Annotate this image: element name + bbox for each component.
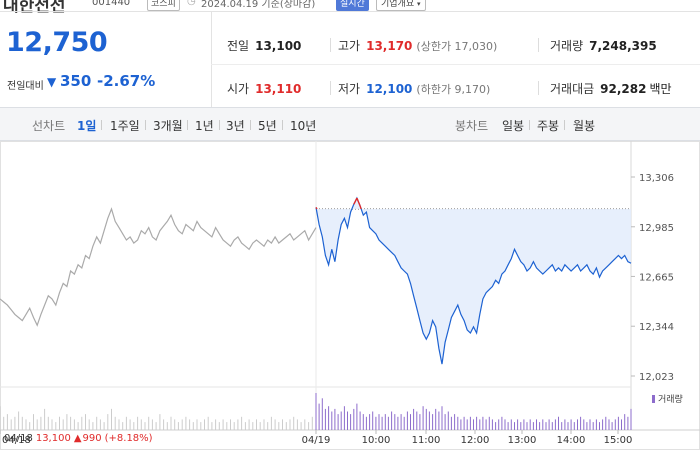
period-5y[interactable]: 5년 (258, 119, 277, 133)
stock-name: 대한전선 (3, 0, 66, 16)
summary-row-divider (211, 64, 700, 65)
toolbar-divider (145, 120, 146, 130)
prev-day-close: 13,100 (35, 433, 71, 444)
line-chart-label: 선차트 (32, 119, 66, 133)
as-of-date: 2024.04.19 기준(장마감) (201, 0, 316, 10)
realtime-button[interactable]: 실시간 (336, 0, 369, 11)
period-3m[interactable]: 3개월 (153, 119, 183, 133)
stat-divider (538, 38, 539, 52)
open-label: 시가 (227, 82, 250, 96)
volume-value: 7,248,395 (589, 39, 657, 53)
today-price-line (315, 196, 632, 365)
high-stat: 고가 13,170 (상한가 17,030) (338, 37, 497, 54)
open-stat: 시가 13,110 (227, 80, 301, 97)
amount-unit: 백만 (649, 82, 672, 96)
period-10y[interactable]: 10년 (290, 119, 317, 133)
x-tick-label: 04/19 (302, 435, 331, 446)
volume-stat: 거래량 7,248,395 (550, 37, 657, 54)
amount-stat: 거래대금 92,282 백만 (550, 80, 672, 97)
company-info-button[interactable]: 기업개요 ▾ (376, 0, 426, 11)
stat-divider (330, 38, 331, 52)
y-tick-label: 12,023 (639, 372, 674, 383)
period-3y[interactable]: 3년 (226, 119, 245, 133)
prev-close-value: 13,100 (255, 39, 302, 53)
above-reference-segment (356, 197, 361, 207)
stock-header: 대한전선 001440 코스피 ◷ 2024.04.19 기준(장마감) 실시간… (0, 0, 700, 16)
upper-limit: (상한가 17,030) (416, 40, 498, 53)
x-tick-label: 11:00 (412, 435, 441, 446)
period-1d[interactable]: 1일 (77, 119, 97, 133)
current-price: 12,750 (6, 27, 108, 58)
low-label: 저가 (338, 82, 361, 96)
change-label: 전일대비 (7, 81, 44, 92)
x-tick-label: 15:00 (604, 435, 633, 446)
volume-label: 거래량 (550, 39, 584, 53)
candle-daily[interactable]: 일봉 (502, 119, 525, 133)
chart-frame (0, 141, 700, 450)
prev-day-date: 04/18 (4, 433, 33, 444)
summary-divider (211, 11, 212, 107)
price-chart[interactable]: 13,306 12,985 12,665 12,344 12,023 04/18 04/19… (0, 141, 700, 450)
x-tick-label: 04/18 (2, 435, 31, 446)
high-value: 13,170 (366, 39, 413, 53)
prev-day-summary: 04/18 13,100 ▲990 (+8.18%) (4, 433, 153, 444)
x-tick-label: 12:00 (461, 435, 490, 446)
toolbar-divider (187, 120, 188, 130)
y-tick-label: 12,344 (639, 322, 674, 333)
toolbar-divider (101, 120, 102, 130)
stock-code: 001440 (92, 0, 131, 8)
change-value: 350 (60, 72, 92, 90)
y-tick-label: 13,306 (639, 173, 674, 184)
clock-icon: ◷ (187, 0, 196, 7)
amount-label: 거래대금 (550, 82, 595, 96)
low-value: 12,100 (366, 82, 413, 96)
low-stat: 저가 12,100 (하한가 9,170) (338, 80, 490, 97)
candle-chart-label: 봉차트 (455, 119, 489, 133)
x-tick-label: 10:00 (362, 435, 391, 446)
period-1y[interactable]: 1년 (195, 119, 214, 133)
high-label: 고가 (338, 39, 361, 53)
stat-divider (330, 81, 331, 95)
candle-monthly[interactable]: 월봉 (573, 119, 596, 133)
period-1w[interactable]: 1주일 (110, 119, 140, 133)
down-arrow-icon: ▼ (47, 75, 57, 89)
prev-day-percent: (+8.18%) (104, 433, 153, 444)
toolbar-divider (219, 120, 220, 130)
y-tick-label: 12,985 (639, 223, 674, 234)
lower-limit: (하한가 9,170) (416, 83, 491, 96)
stat-divider (538, 81, 539, 95)
open-value: 13,110 (255, 82, 302, 96)
period-toolbar: 선차트 1일 1주일 3개월 1년 3년 5년 10년 봉차트 일봉 주봉 월봉 (0, 107, 700, 141)
prev-close-label: 전일 (227, 39, 250, 53)
volume-legend-label: 거래량 (658, 395, 683, 405)
above-reference-segment (315, 207, 318, 210)
toolbar-divider (564, 120, 565, 130)
today-area-fill (316, 198, 631, 365)
volume-legend: 거래량 (652, 392, 683, 405)
amount-value: 92,282 (600, 82, 647, 96)
toolbar-divider (282, 120, 283, 130)
x-tick-label: 14:00 (557, 435, 586, 446)
prev-day-price-line (0, 207, 317, 327)
chevron-down-icon: ▾ (417, 0, 421, 8)
toolbar-divider (250, 120, 251, 130)
volume-legend-swatch (652, 395, 655, 403)
toolbar-divider (529, 120, 530, 130)
up-arrow-icon: ▲ (73, 433, 82, 444)
above-reference-segment (359, 205, 362, 210)
prev-close-stat: 전일 13,100 (227, 37, 301, 54)
market-badge: 코스피 (147, 0, 180, 11)
company-info-label: 기업개요 (381, 0, 415, 9)
y-tick-label: 12,665 (639, 272, 674, 283)
prev-day-change: 990 (82, 433, 102, 444)
candle-weekly[interactable]: 주봉 (537, 119, 560, 133)
quote-summary (0, 11, 700, 107)
price-chart-svg: 13,306 12,985 12,665 12,344 12,023 04/18 04/19… (0, 141, 700, 450)
change-percent: -2.67% (97, 72, 156, 90)
x-tick-label: 13:00 (508, 435, 537, 446)
above-reference-segment (353, 197, 358, 205)
